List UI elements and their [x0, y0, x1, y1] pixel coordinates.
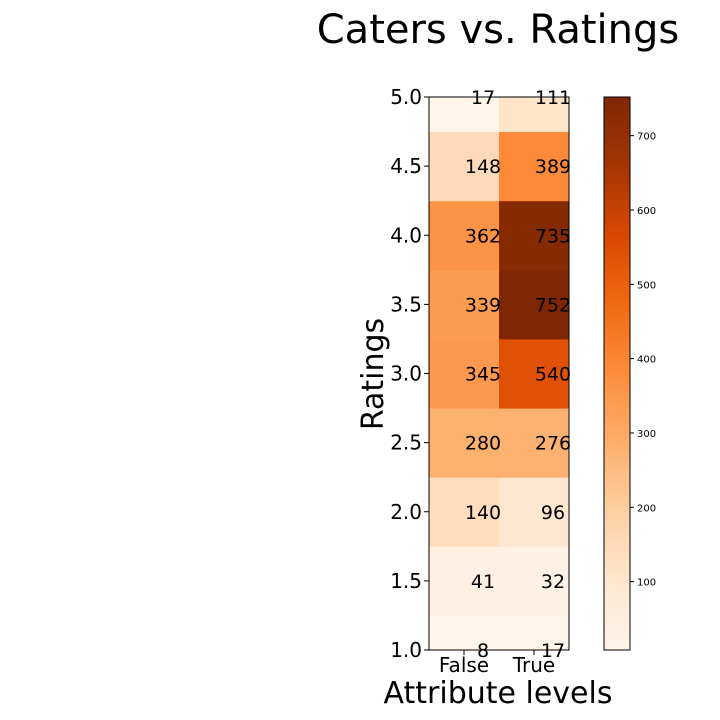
colorbar-tick-label: 700 — [637, 132, 656, 143]
cell-value-label: 17 — [471, 87, 495, 109]
y-axis-label: Ratings — [356, 318, 391, 430]
y-tick-label: 2.5 — [390, 431, 422, 455]
y-tick-label: 5.0 — [390, 85, 422, 109]
y-tick-label: 3.5 — [390, 292, 422, 316]
cell-value-label: 96 — [541, 502, 565, 524]
cell-value-label: 345 — [465, 364, 501, 386]
cell-value-label: 339 — [465, 294, 501, 316]
heatmap-cell — [499, 546, 569, 616]
cell-value-label: 540 — [535, 364, 571, 386]
cell-value-label: 17 — [541, 640, 565, 662]
cell-value-label: 148 — [465, 156, 501, 178]
cell-value-label: 362 — [465, 225, 501, 247]
colorbar-tick-label: 300 — [637, 429, 656, 440]
heatmap-cell — [429, 97, 500, 133]
cell-value-label: 32 — [541, 571, 565, 593]
cell-value-label: 735 — [535, 225, 571, 247]
y-tick-label: 4.0 — [390, 223, 422, 247]
cell-value-label: 41 — [471, 571, 495, 593]
heatmap-cell — [429, 269, 500, 340]
cell-value-label: 389 — [535, 156, 571, 178]
colorbar-tick-label: 100 — [637, 578, 656, 589]
heatmap-cell — [429, 546, 500, 616]
heatmap-cell — [429, 131, 500, 202]
heatmap-cell — [429, 477, 500, 547]
x-tick-label: False — [439, 653, 489, 677]
cell-value-label: 752 — [535, 294, 571, 316]
cell-value-label: 8 — [477, 640, 489, 662]
heatmap-cell — [499, 200, 569, 271]
cell-value-label: 140 — [465, 502, 501, 524]
heatmap-plot: 8 17 41 32 140 96 280 276 345 540 339 752 362 735 148 3… — [428, 87, 571, 662]
colorbar-tick-label: 400 — [637, 355, 656, 366]
heatmap-cell — [499, 338, 569, 409]
x-axis: False True — [439, 650, 555, 677]
cell-value-label: 111 — [535, 87, 571, 109]
cell-value-label: 280 — [465, 433, 501, 455]
colorbar: 100 200 300 400 500 600 700 — [603, 96, 656, 651]
colorbar-gradient — [603, 96, 631, 651]
x-tick-label: True — [512, 653, 555, 677]
heatmap-cell — [499, 131, 569, 202]
heatmap-cell — [429, 200, 500, 271]
x-axis-label: Attribute levels — [384, 676, 613, 711]
heatmap-cell — [429, 338, 500, 409]
heatmap-cell — [429, 615, 500, 650]
heatmap-cell — [499, 615, 569, 650]
heatmap-cell — [429, 408, 500, 478]
y-tick-label: 1.5 — [390, 569, 422, 593]
heatmap-cell — [499, 97, 569, 133]
colorbar-tick-label: 600 — [637, 206, 656, 217]
y-axis: 1.0 1.5 2.0 2.5 3.0 3.5 4.0 4.5 5.0 — [390, 85, 429, 662]
heatmap-cell — [499, 408, 569, 478]
cell-value-label: 276 — [535, 433, 571, 455]
y-tick-label: 2.0 — [390, 500, 422, 524]
chart-title: Caters vs. Ratings — [317, 7, 679, 53]
y-tick-label: 3.0 — [390, 362, 422, 386]
y-tick-label: 4.5 — [390, 154, 422, 178]
colorbar-tick-label: 200 — [637, 503, 656, 514]
y-tick-label: 1.0 — [390, 638, 422, 662]
colorbar-tick-label: 500 — [637, 280, 656, 291]
heatmap-cell — [499, 269, 569, 340]
heatmap-cell — [499, 477, 569, 547]
